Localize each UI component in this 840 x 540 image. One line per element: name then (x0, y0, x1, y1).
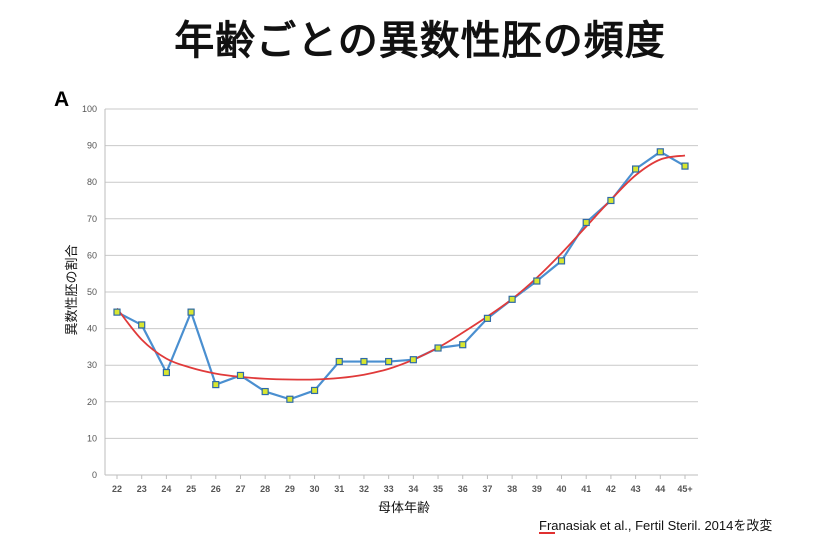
data-point-32 (360, 357, 368, 366)
data-point-29 (286, 395, 294, 403)
data-point-39 (533, 277, 541, 285)
y-tick-label: 100 (82, 104, 97, 114)
y-tick-label: 30 (87, 360, 97, 370)
data-point-26 (212, 380, 220, 389)
data-point-40 (557, 257, 566, 265)
x-tick-labels: 22 23 24 25 26 27 28 29 30 31 32 33 34 35 36 37 38 39 40 41… (112, 484, 693, 494)
data-point-42 (607, 196, 615, 205)
y-axis-title: 異数性胚の割合 (64, 244, 80, 335)
x-tick-label: 36 (458, 484, 468, 494)
data-point-27 (236, 371, 245, 380)
x-tick-label: 32 (359, 484, 369, 494)
data-point-45+ (681, 162, 689, 170)
x-tick-label: 25 (186, 484, 196, 494)
data-point-31 (335, 357, 343, 366)
x-tick-label: 35 (433, 484, 443, 494)
x-tick-label: 38 (507, 484, 517, 494)
data-point-37 (483, 314, 492, 322)
x-tick-label: 24 (161, 484, 171, 494)
series (113, 148, 689, 403)
data-point-22 (113, 308, 121, 316)
x-tick-label: 31 (334, 484, 344, 494)
y-tick-label: 70 (87, 214, 97, 224)
x-tick-label: 37 (482, 484, 492, 494)
y-tick-label: 0 (92, 470, 97, 480)
data-point-38 (508, 295, 516, 303)
data-point-28 (261, 387, 269, 396)
x-tick-label: 39 (532, 484, 542, 494)
panel-label: A (54, 88, 70, 111)
x-tick-label: 23 (137, 484, 147, 494)
citation-underline (539, 532, 555, 534)
axes (104, 109, 698, 479)
grid-lines (105, 108, 698, 439)
data-point-33 (385, 357, 393, 366)
x-tick-label: 43 (631, 484, 641, 494)
y-tick-label: 10 (87, 433, 97, 443)
y-tick-label: 60 (87, 250, 97, 260)
x-tick-label: 40 (557, 484, 567, 494)
data-point-23 (138, 321, 146, 329)
y-tick-label: 40 (87, 324, 97, 334)
x-tick-label: 22 (112, 484, 122, 494)
data-point-35 (434, 344, 442, 352)
x-tick-label: 26 (211, 484, 221, 494)
y-tick-label: 50 (87, 287, 97, 297)
data-point-36 (459, 341, 467, 349)
data-point-25 (187, 308, 195, 316)
x-tick-label: 28 (260, 484, 270, 494)
data-point-43 (632, 165, 640, 173)
data-point-41 (582, 218, 590, 227)
x-tick-label: 27 (235, 484, 245, 494)
y-tick-label: 80 (87, 177, 97, 187)
data-point-44 (656, 148, 664, 156)
x-axis-title: 母体年齢 (378, 501, 430, 516)
y-tick-label: 20 (87, 397, 97, 407)
y-tick-labels: 0 10 20 30 40 50 60 70 80 90 100 (82, 104, 97, 480)
x-tick-label: 34 (408, 484, 418, 494)
citation: Franasiak et al., Fertil Steril. 2014を改変 (539, 518, 773, 533)
x-tick-label: 42 (606, 484, 616, 494)
x-tick-label: 41 (581, 484, 591, 494)
x-tick-label: 29 (285, 484, 295, 494)
data-point-30 (310, 386, 319, 395)
x-tick-label: 30 (310, 484, 320, 494)
series-line-observed (116, 150, 686, 401)
y-tick-label: 90 (87, 141, 97, 151)
x-tick-label: 45+ (677, 484, 692, 494)
data-point-34 (409, 356, 417, 364)
page-title: 年齢ごとの異数性胚の頻度 (174, 18, 666, 64)
x-tick-label: 33 (384, 484, 394, 494)
data-point-24 (162, 368, 170, 377)
x-tick-label: 44 (655, 484, 665, 494)
